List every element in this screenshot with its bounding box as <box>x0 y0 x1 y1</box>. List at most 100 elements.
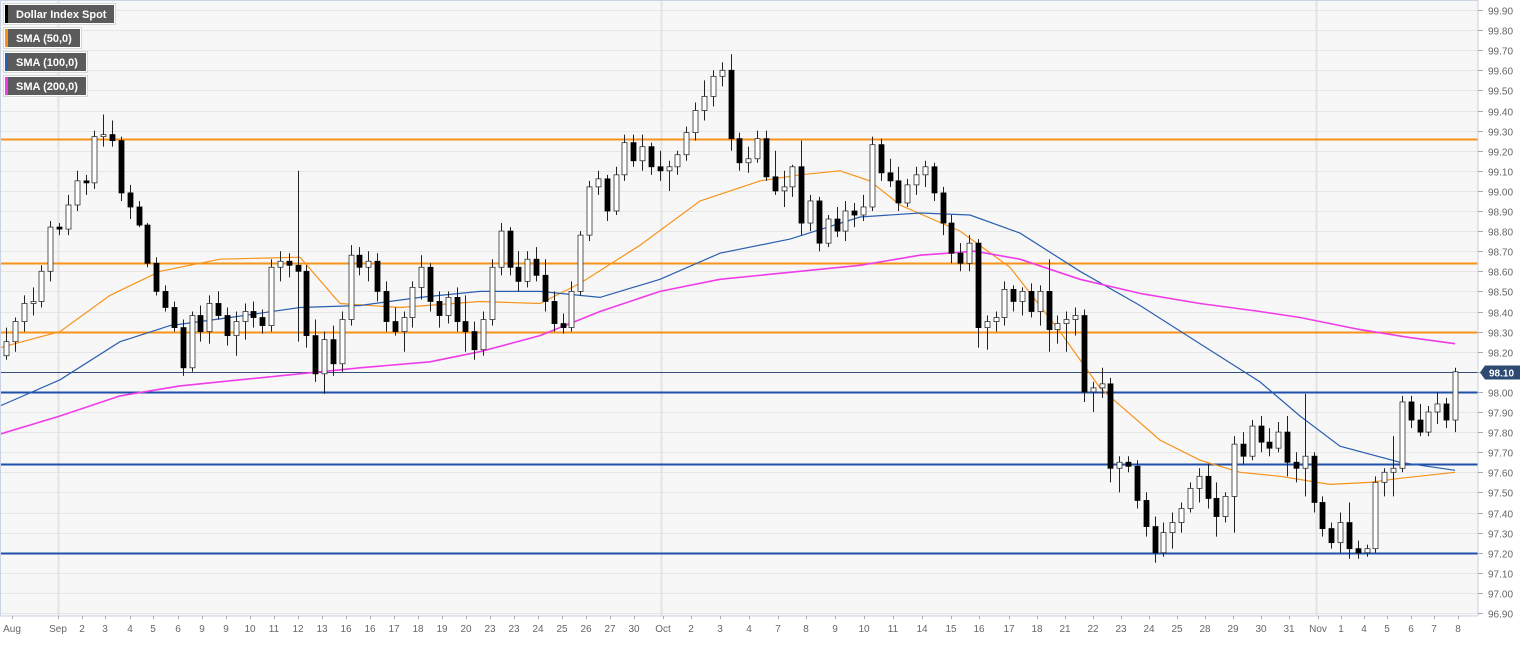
svg-text:98.00: 98.00 <box>1488 389 1513 400</box>
legend-item-dollar-index[interactable]: Dollar Index Spot <box>4 4 116 24</box>
legend-swatch <box>5 29 8 47</box>
svg-text:28: 28 <box>1199 624 1211 635</box>
legend-swatch <box>5 77 8 95</box>
svg-text:99.70: 99.70 <box>1488 47 1513 58</box>
svg-text:8: 8 <box>1455 624 1461 635</box>
svg-text:25: 25 <box>1171 624 1183 635</box>
svg-text:3: 3 <box>717 624 723 635</box>
svg-text:98.70: 98.70 <box>1488 248 1513 259</box>
svg-text:13: 13 <box>316 624 328 635</box>
svg-text:15: 15 <box>945 624 957 635</box>
legend-label: Dollar Index Spot <box>16 9 107 21</box>
sma-lines <box>0 170 1456 486</box>
svg-text:98.40: 98.40 <box>1488 309 1513 320</box>
svg-text:99.60: 99.60 <box>1488 67 1513 78</box>
svg-text:9: 9 <box>223 624 229 635</box>
svg-text:14: 14 <box>916 624 928 635</box>
svg-text:98.10: 98.10 <box>1489 369 1514 380</box>
legend-label: SMA (50,0) <box>16 33 72 45</box>
legend-item-sma-200[interactable]: SMA (200,0) <box>4 76 87 96</box>
svg-text:30: 30 <box>628 624 640 635</box>
svg-text:16: 16 <box>340 624 352 635</box>
svg-text:24: 24 <box>532 624 544 635</box>
svg-text:16: 16 <box>973 624 985 635</box>
svg-text:Aug: Aug <box>3 624 21 635</box>
svg-text:18: 18 <box>412 624 424 635</box>
legend-label: SMA (100,0) <box>16 57 78 69</box>
chart-legend: Dollar Index Spot SMA (50,0) SMA (100,0)… <box>4 4 116 96</box>
svg-text:10: 10 <box>858 624 870 635</box>
svg-text:2: 2 <box>79 624 85 635</box>
svg-text:99.10: 99.10 <box>1488 168 1513 179</box>
svg-text:99.00: 99.00 <box>1488 188 1513 199</box>
svg-text:12: 12 <box>292 624 304 635</box>
y-axis: 99.90 99.80 99.70 99.60 99.50 99.40 99.30 99.20… <box>1478 7 1513 621</box>
svg-text:97.20: 97.20 <box>1488 550 1513 561</box>
svg-text:25: 25 <box>556 624 568 635</box>
svg-text:99.20: 99.20 <box>1488 148 1513 159</box>
svg-text:5: 5 <box>1384 624 1390 635</box>
legend-label: SMA (200,0) <box>16 81 78 93</box>
svg-text:9: 9 <box>832 624 838 635</box>
svg-text:17: 17 <box>1003 624 1015 635</box>
last-price-marker: 98.10 <box>1480 365 1520 380</box>
svg-text:21: 21 <box>1059 624 1071 635</box>
svg-text:9: 9 <box>199 624 205 635</box>
plot-background <box>0 0 1478 616</box>
svg-text:98.20: 98.20 <box>1488 349 1513 360</box>
svg-text:7: 7 <box>1431 624 1437 635</box>
svg-text:6: 6 <box>175 624 181 635</box>
legend-item-sma-100[interactable]: SMA (100,0) <box>4 52 87 72</box>
svg-text:16: 16 <box>364 624 376 635</box>
svg-text:27: 27 <box>604 624 616 635</box>
svg-text:97.60: 97.60 <box>1488 469 1513 480</box>
svg-text:99.30: 99.30 <box>1488 128 1513 139</box>
svg-text:7: 7 <box>775 624 781 635</box>
svg-text:17: 17 <box>388 624 400 635</box>
svg-text:20: 20 <box>460 624 472 635</box>
legend-swatch <box>5 53 8 71</box>
svg-text:99.80: 99.80 <box>1488 27 1513 38</box>
svg-text:11: 11 <box>269 624 280 635</box>
svg-text:98.60: 98.60 <box>1488 268 1513 279</box>
svg-text:18: 18 <box>1031 624 1043 635</box>
svg-text:99.50: 99.50 <box>1488 87 1513 98</box>
svg-text:99.40: 99.40 <box>1488 108 1513 119</box>
svg-text:96.90: 96.90 <box>1488 610 1513 621</box>
svg-text:97.90: 97.90 <box>1488 409 1513 420</box>
svg-text:29: 29 <box>1227 624 1239 635</box>
legend-swatch <box>5 5 8 23</box>
svg-text:6: 6 <box>1408 624 1414 635</box>
svg-text:97.00: 97.00 <box>1488 590 1513 601</box>
horizontal-levels <box>0 138 1478 555</box>
svg-text:26: 26 <box>580 624 592 635</box>
svg-text:22: 22 <box>1087 624 1099 635</box>
svg-text:11: 11 <box>888 624 899 635</box>
svg-text:Oct: Oct <box>655 624 671 635</box>
svg-text:2: 2 <box>688 624 694 635</box>
svg-text:4: 4 <box>127 624 133 635</box>
svg-text:98.80: 98.80 <box>1488 228 1513 239</box>
legend-item-sma-50[interactable]: SMA (50,0) <box>4 28 81 48</box>
candles <box>3 54 1459 563</box>
svg-text:24: 24 <box>1143 624 1155 635</box>
svg-text:99.90: 99.90 <box>1488 7 1513 18</box>
svg-text:23: 23 <box>1115 624 1127 635</box>
svg-text:97.10: 97.10 <box>1488 570 1513 581</box>
svg-text:98.30: 98.30 <box>1488 329 1513 340</box>
svg-text:1: 1 <box>1338 624 1344 635</box>
svg-text:23: 23 <box>484 624 496 635</box>
svg-text:Nov: Nov <box>1309 624 1327 635</box>
svg-text:10: 10 <box>244 624 256 635</box>
svg-text:97.50: 97.50 <box>1488 489 1513 500</box>
svg-text:Sep: Sep <box>49 624 67 635</box>
svg-text:98.90: 98.90 <box>1488 208 1513 219</box>
svg-text:8: 8 <box>803 624 809 635</box>
svg-text:97.70: 97.70 <box>1488 449 1513 460</box>
svg-text:97.30: 97.30 <box>1488 530 1513 541</box>
svg-text:3: 3 <box>102 624 108 635</box>
svg-text:98.50: 98.50 <box>1488 288 1513 299</box>
svg-text:31: 31 <box>1283 624 1295 635</box>
